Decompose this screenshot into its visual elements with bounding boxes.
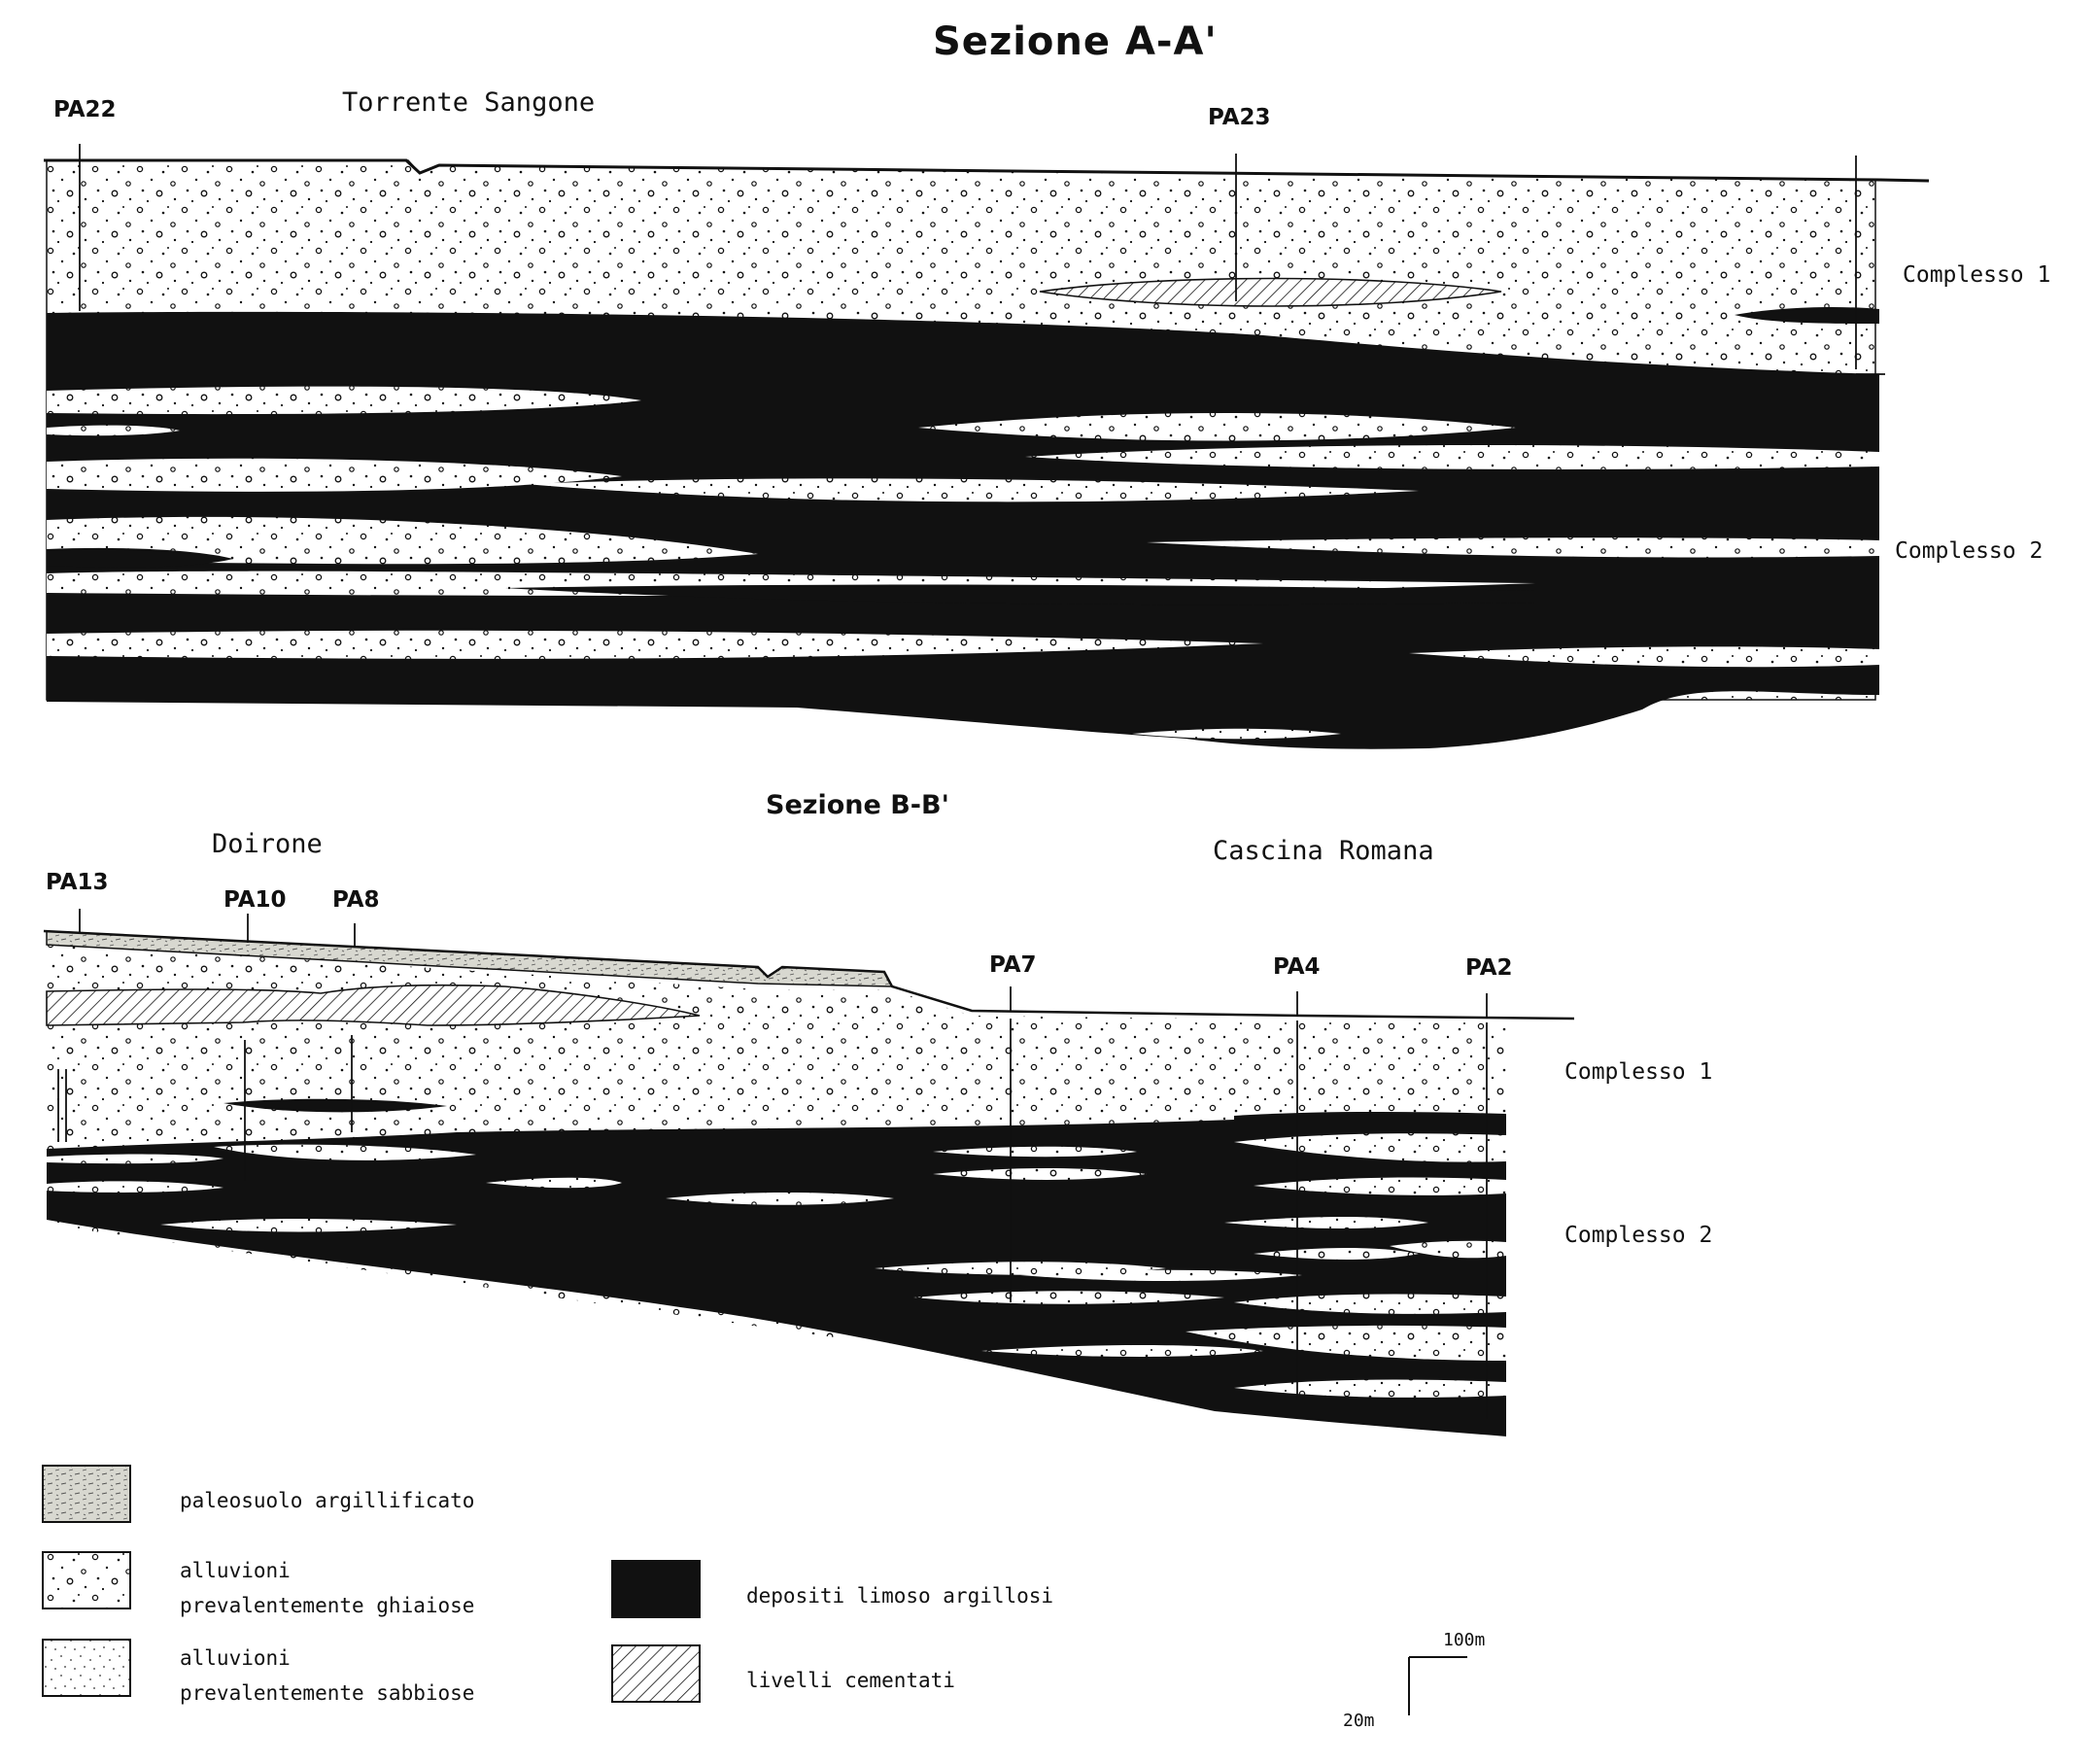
section-a-place-label: Torrente Sangone	[342, 87, 596, 118]
legend-label-gravel: alluvioni prevalentemente ghiaiose	[180, 1559, 475, 1617]
legend-swatch-sand	[42, 1639, 131, 1697]
section-a-complex-2-label: Complesso 2	[1895, 538, 2044, 564]
scale-vertical-label: 20m	[1343, 1711, 1375, 1731]
section-b-well-lines	[57, 909, 1488, 1419]
section-a-title: Sezione A-A'	[933, 19, 1218, 64]
well-label-pa4: PA4	[1273, 954, 1321, 980]
section-a-surface-line	[44, 158, 1930, 183]
section-b-gravel-interbeds	[47, 1133, 1506, 1398]
section-b-cemented-band	[46, 984, 701, 1026]
section-a-clay-lens	[1735, 307, 1879, 324]
well-label-pa8: PA8	[332, 887, 380, 913]
well-label-pa22: PA22	[53, 97, 117, 122]
section-b-complex-2-label: Complesso 2	[1564, 1223, 1713, 1248]
legend-label-clay: depositi limoso argillosi	[746, 1584, 1054, 1608]
well-label-pa10: PA10	[223, 887, 287, 913]
section-b-surface-line	[43, 929, 1575, 1020]
section-a-cemented-lens	[1039, 277, 1502, 307]
section-a-well-lines	[79, 144, 1885, 375]
legend-label-paleosol: paleosuolo argillificato	[180, 1489, 475, 1512]
section-b-title: Sezione B-B'	[766, 790, 949, 820]
section-a-profile	[44, 144, 1930, 749]
well-label-pa23: PA23	[1208, 105, 1271, 130]
legend-swatch-clay	[611, 1560, 701, 1618]
legend-swatch-paleosol	[42, 1465, 131, 1523]
well-label-pa13: PA13	[46, 870, 109, 895]
section-b-complex-1-label: Complesso 1	[1564, 1059, 1713, 1085]
section-a-complex-1-label: Complesso 1	[1903, 262, 2051, 288]
well-label-pa7: PA7	[989, 952, 1037, 978]
legend-swatches	[42, 1465, 701, 1703]
section-b-clay-body	[47, 1118, 1506, 1436]
section-a-gravel-interbeds	[47, 386, 1879, 740]
legend-swatch-gravel	[42, 1551, 131, 1609]
scale-horizontal-label: 100m	[1443, 1630, 1486, 1650]
well-label-pa2: PA2	[1465, 955, 1513, 981]
legend-swatch-cemented	[611, 1644, 701, 1703]
legend-label-cemented: livelli cementati	[746, 1669, 955, 1692]
section-b-profile	[43, 909, 1575, 1436]
scale-bar	[1408, 1656, 1467, 1715]
section-b-place-doirone: Doirone	[212, 829, 323, 859]
section-b-place-cascina-romana: Cascina Romana	[1213, 836, 1434, 866]
legend-label-sand: alluvioni prevalentemente sabbiose	[180, 1646, 475, 1705]
